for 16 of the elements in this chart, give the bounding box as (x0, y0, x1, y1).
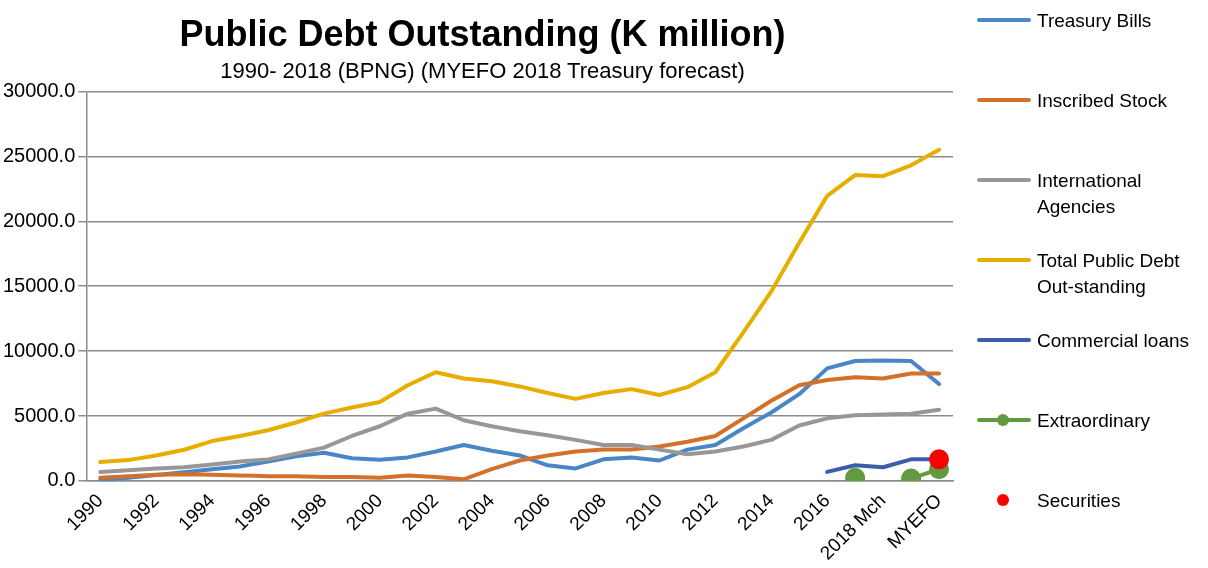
legend-label: Commercial loans (1037, 329, 1191, 353)
legend-label: Securities (1037, 489, 1122, 513)
legend-label: International Agencies (1037, 169, 1143, 219)
chart-subtitle: 1990- 2018 (BPNG) (MYEFO 2018 Treasury forecast) (220, 58, 745, 84)
y-tick-label: 10000.0 (3, 338, 76, 361)
y-tick-label: 25000.0 (3, 144, 76, 166)
legend-label: Extraordinary (1037, 409, 1151, 433)
legend-label: Total Public Debt Out-standing (1037, 249, 1181, 299)
chart-title: Public Debt Outstanding (K million) (179, 12, 786, 54)
y-tick-label: 20000.0 (3, 208, 76, 231)
legend-label: Treasury Bills (1037, 9, 1153, 33)
y-tick-label: 0.0 (47, 468, 76, 491)
y-tick-label: 15000.0 (3, 273, 76, 296)
y-tick-label: 5000.0 (14, 403, 76, 426)
y-tick-label: 30000.0 (3, 79, 76, 102)
legend-label: Inscribed Stock (1037, 89, 1168, 113)
